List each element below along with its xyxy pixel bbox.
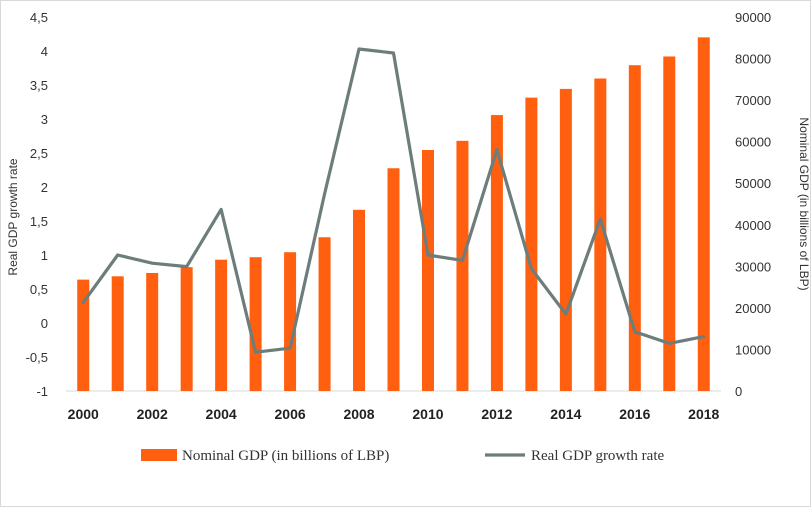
legend: Nominal GDP (in billions of LBP) Real GD… — [141, 448, 665, 464]
left-tick-label: 3,5 — [30, 78, 48, 93]
left-tick-label: -0,5 — [26, 350, 48, 365]
legend-line-label: Real GDP growth rate — [531, 448, 665, 464]
bar-2006 — [284, 252, 297, 391]
left-axis-ticks: -1 -0,5 0 0,5 1 1,5 2 2,5 3 3,5 4 4,5 — [26, 10, 48, 399]
right-tick-label: 30000 — [735, 259, 771, 274]
bar-2008 — [353, 209, 366, 391]
right-tick-label: 40000 — [735, 218, 771, 233]
right-tick-label: 80000 — [735, 52, 771, 67]
x-tick-label: 2012 — [481, 406, 512, 422]
bar-2000 — [77, 279, 90, 391]
left-tick-label: 4,5 — [30, 10, 48, 25]
left-tick-label: -1 — [36, 384, 48, 399]
right-axis-title: Nominal GDP (in billions of LBP) — [797, 117, 810, 290]
right-tick-label: 60000 — [735, 135, 771, 150]
left-tick-label: 0,5 — [30, 282, 48, 297]
bar-series — [77, 37, 710, 392]
bar-2017 — [663, 56, 676, 391]
left-tick-label: 2 — [41, 180, 48, 195]
x-tick-label: 2016 — [619, 406, 650, 422]
bar-2005 — [249, 257, 262, 391]
x-tick-label: 2000 — [68, 406, 99, 422]
left-tick-label: 0 — [41, 316, 48, 331]
bar-2001 — [111, 276, 124, 391]
right-tick-label: 70000 — [735, 93, 771, 108]
x-tick-label: 2004 — [206, 406, 237, 422]
bar-2002 — [146, 272, 159, 391]
left-tick-label: 1,5 — [30, 214, 48, 229]
x-tick-label: 2002 — [137, 406, 168, 422]
x-tick-label: 2010 — [412, 406, 443, 422]
left-axis-title: Real GDP growth rate — [6, 158, 20, 275]
bar-2016 — [628, 65, 641, 392]
bar-2003 — [180, 267, 193, 391]
x-tick-label: 2008 — [343, 406, 374, 422]
legend-bar-label: Nominal GDP (in billions of LBP) — [182, 448, 389, 464]
bar-2013 — [525, 97, 538, 392]
left-tick-label: 4 — [41, 44, 48, 59]
bar-2012 — [490, 115, 503, 392]
left-tick-label: 2,5 — [30, 146, 48, 161]
bar-2014 — [559, 88, 572, 391]
right-tick-label: 0 — [735, 384, 742, 399]
right-tick-label: 20000 — [735, 301, 771, 316]
legend-bar-swatch — [141, 449, 177, 461]
x-axis-ticks: 2000 2002 2004 2006 2008 2010 2012 2014 2016 2018 — [68, 406, 720, 422]
bar-2011 — [456, 140, 469, 391]
right-tick-label: 10000 — [735, 342, 771, 357]
left-tick-label: 1 — [41, 248, 48, 263]
right-axis-ticks: 0 10000 20000 30000 40000 50000 60000 70000 8000… — [735, 10, 771, 399]
bar-2015 — [594, 78, 607, 391]
bar-2004 — [215, 259, 228, 391]
x-tick-label: 2006 — [275, 406, 306, 422]
x-tick-label: 2014 — [550, 406, 581, 422]
left-tick-label: 3 — [41, 112, 48, 127]
growth-rate-line — [81, 47, 706, 354]
bar-2010 — [421, 149, 434, 391]
bar-2007 — [318, 237, 331, 391]
bar-2018 — [697, 37, 710, 392]
right-tick-label: 50000 — [735, 176, 771, 191]
right-tick-label: 90000 — [735, 10, 771, 25]
bar-2009 — [387, 168, 400, 391]
x-tick-label: 2018 — [688, 406, 719, 422]
